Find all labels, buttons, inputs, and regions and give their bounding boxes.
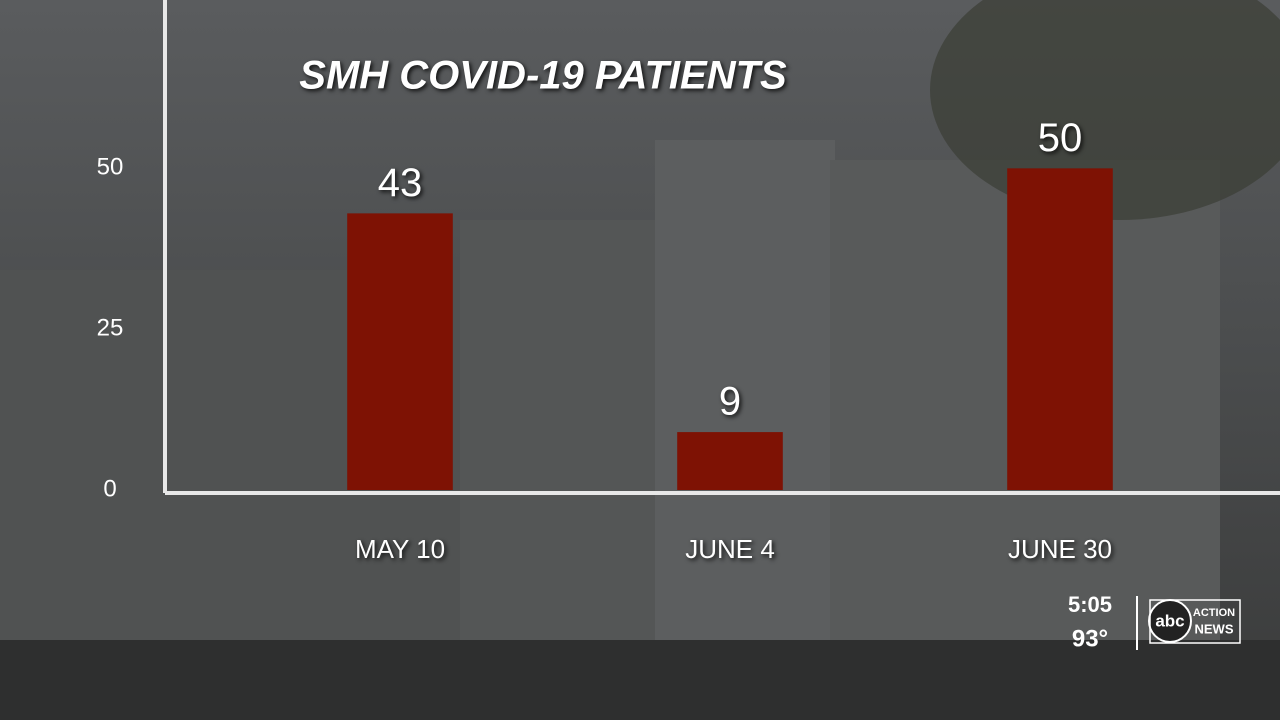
logo: abc: [1155, 611, 1184, 630]
station-bug: 5:05 93° abc ACTION NEWS: [1068, 592, 1241, 652]
value-label: 43: [378, 161, 423, 205]
y-tick-label: 25: [97, 315, 124, 342]
x-tick-label: MAY 10: [355, 534, 445, 564]
y-tick-label: 0: [103, 475, 116, 502]
temperature: 93°: [1072, 625, 1108, 652]
value-label: 50: [1038, 116, 1083, 160]
bar: [1007, 168, 1113, 491]
value-label: 9: [719, 380, 741, 424]
y-tick-label: 50: [97, 154, 124, 181]
logo-text: ACTION: [1193, 607, 1235, 619]
logo-text: NEWS: [1195, 621, 1234, 636]
bar: [347, 213, 453, 490]
chart-title: SMH COVID-19 PATIENTS: [299, 54, 787, 98]
x-tick-label: JUNE 30: [1008, 534, 1112, 564]
x-tick-label: JUNE 4: [685, 534, 775, 564]
bar: [677, 432, 783, 490]
logo-box: [1149, 599, 1241, 644]
time: 5:05: [1068, 592, 1112, 617]
